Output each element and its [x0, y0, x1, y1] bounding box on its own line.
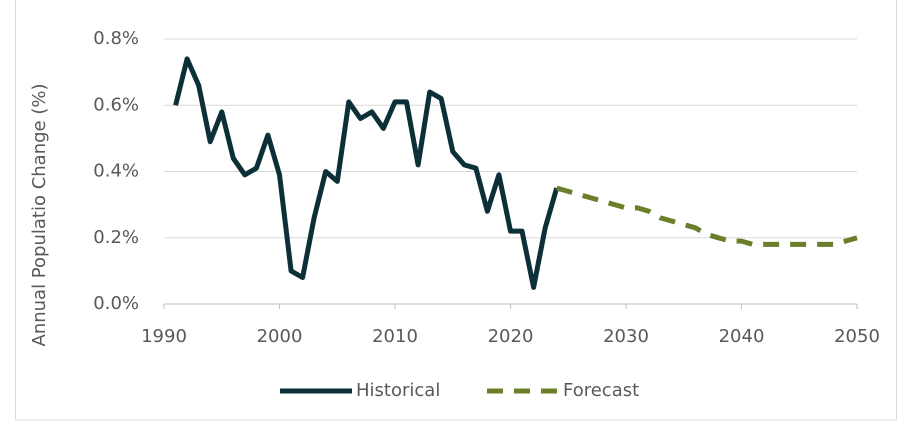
y-tick-label: 0.4%	[93, 161, 139, 182]
x-tick-label: 2040	[719, 326, 765, 347]
legend-label: Forecast	[563, 380, 639, 401]
y-tick-label: 0.0%	[93, 293, 139, 314]
data-line	[556, 185, 858, 247]
x-tick-label: 2000	[257, 326, 303, 347]
legend-label: Historical	[356, 380, 440, 401]
x-tick-label: 1990	[141, 326, 187, 347]
data-line	[173, 56, 560, 290]
y-axis-label: Annual Populatio Change (%)	[29, 84, 50, 347]
x-tick-label: 2020	[488, 326, 534, 347]
x-tick-label: 2030	[603, 326, 649, 347]
y-tick-label: 0.6%	[93, 94, 139, 115]
chart-frame	[15, 0, 897, 421]
x-tick-label: 2010	[372, 326, 418, 347]
y-tick-label: 0.8%	[93, 28, 139, 49]
x-tick-label: 2050	[834, 326, 880, 347]
y-tick-label: 0.2%	[93, 227, 139, 248]
